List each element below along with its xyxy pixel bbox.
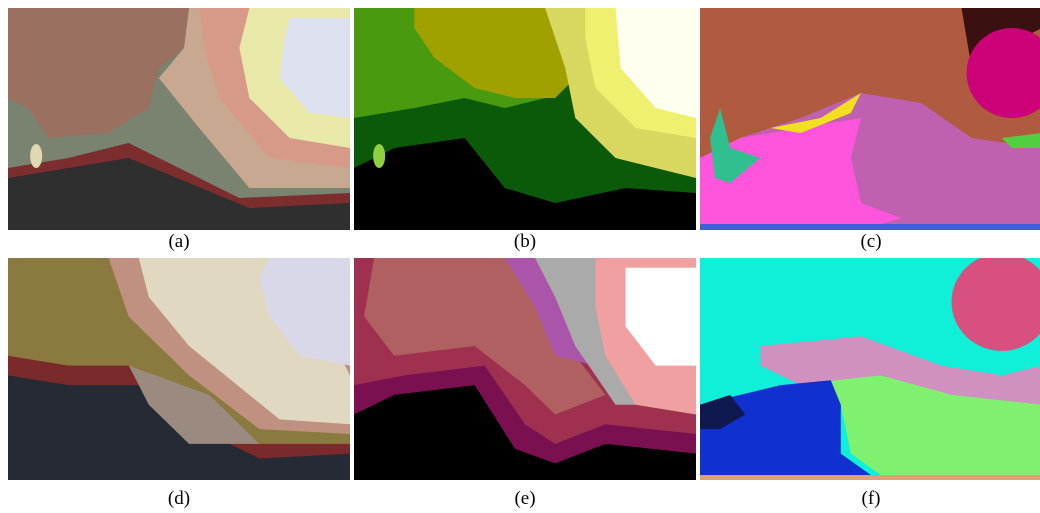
image-panel	[8, 8, 350, 230]
caption: (c)	[700, 231, 1040, 253]
caption: (b)	[354, 231, 696, 253]
figure: (a) (b) (c) (d) (e) (f)	[0, 0, 1040, 513]
image-panel	[354, 8, 696, 230]
caption: (d)	[8, 488, 350, 510]
image-panel	[700, 8, 1040, 230]
image-panel	[8, 258, 350, 480]
image-panel	[700, 258, 1040, 480]
caption: (e)	[354, 488, 696, 510]
caption: (f)	[700, 488, 1040, 510]
caption: (a)	[8, 231, 350, 253]
image-panel	[354, 258, 696, 480]
